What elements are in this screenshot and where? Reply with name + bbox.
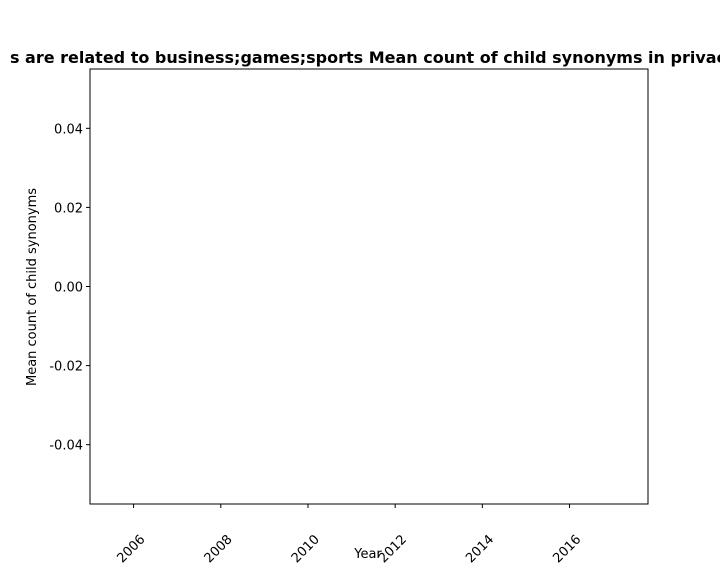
plot-area xyxy=(89,68,649,505)
x-axis-label: Year xyxy=(353,547,382,562)
x-tick-label: 2016 xyxy=(550,532,584,566)
y-tick-label: -0.04 xyxy=(49,439,83,454)
x-tick-label: 2010 xyxy=(289,532,323,566)
x-tick-label: 2006 xyxy=(114,532,148,566)
y-tick-label: 0.04 xyxy=(54,122,83,137)
x-tick-label: 2014 xyxy=(463,532,497,566)
y-tick-label: -0.02 xyxy=(49,360,83,375)
y-axis: 0.04 0.02 0.00 -0.02 -0.04 xyxy=(49,122,90,454)
y-axis-label: Mean count of child synonyms xyxy=(25,188,40,386)
chart-title: s are related to business;games;sports M… xyxy=(10,48,720,67)
y-tick-label: 0.02 xyxy=(54,201,83,216)
x-tick-label: 2008 xyxy=(202,532,236,566)
x-axis: 2006 2008 2010 2012 2014 2016 xyxy=(114,504,584,566)
y-tick-label: 0.00 xyxy=(54,281,83,296)
